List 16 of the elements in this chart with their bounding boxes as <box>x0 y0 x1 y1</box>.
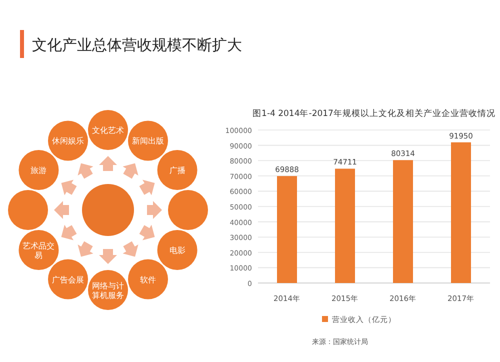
text: 休闲娱乐 <box>52 136 84 146</box>
bar <box>393 160 413 283</box>
text: 文化艺术 <box>92 126 124 135</box>
text: 新闻出版 <box>132 136 164 146</box>
text: 广告会展 <box>52 275 84 284</box>
bar <box>451 142 471 283</box>
text: 旅游 <box>30 166 47 175</box>
text: 广播 <box>169 166 186 175</box>
text: 软件 <box>140 275 156 284</box>
text: 文化产业总体营收规模不断扩大 <box>32 36 242 54</box>
bar <box>335 168 355 283</box>
text: 艺术品交易 <box>22 241 55 260</box>
text: 网络与计算机服务 <box>92 281 124 300</box>
chart-title: 图1-4 2014年-2017年规模以上文化及相关产业企业营收情况 <box>252 108 496 119</box>
text: 电影 <box>169 246 186 255</box>
bar <box>277 176 297 283</box>
